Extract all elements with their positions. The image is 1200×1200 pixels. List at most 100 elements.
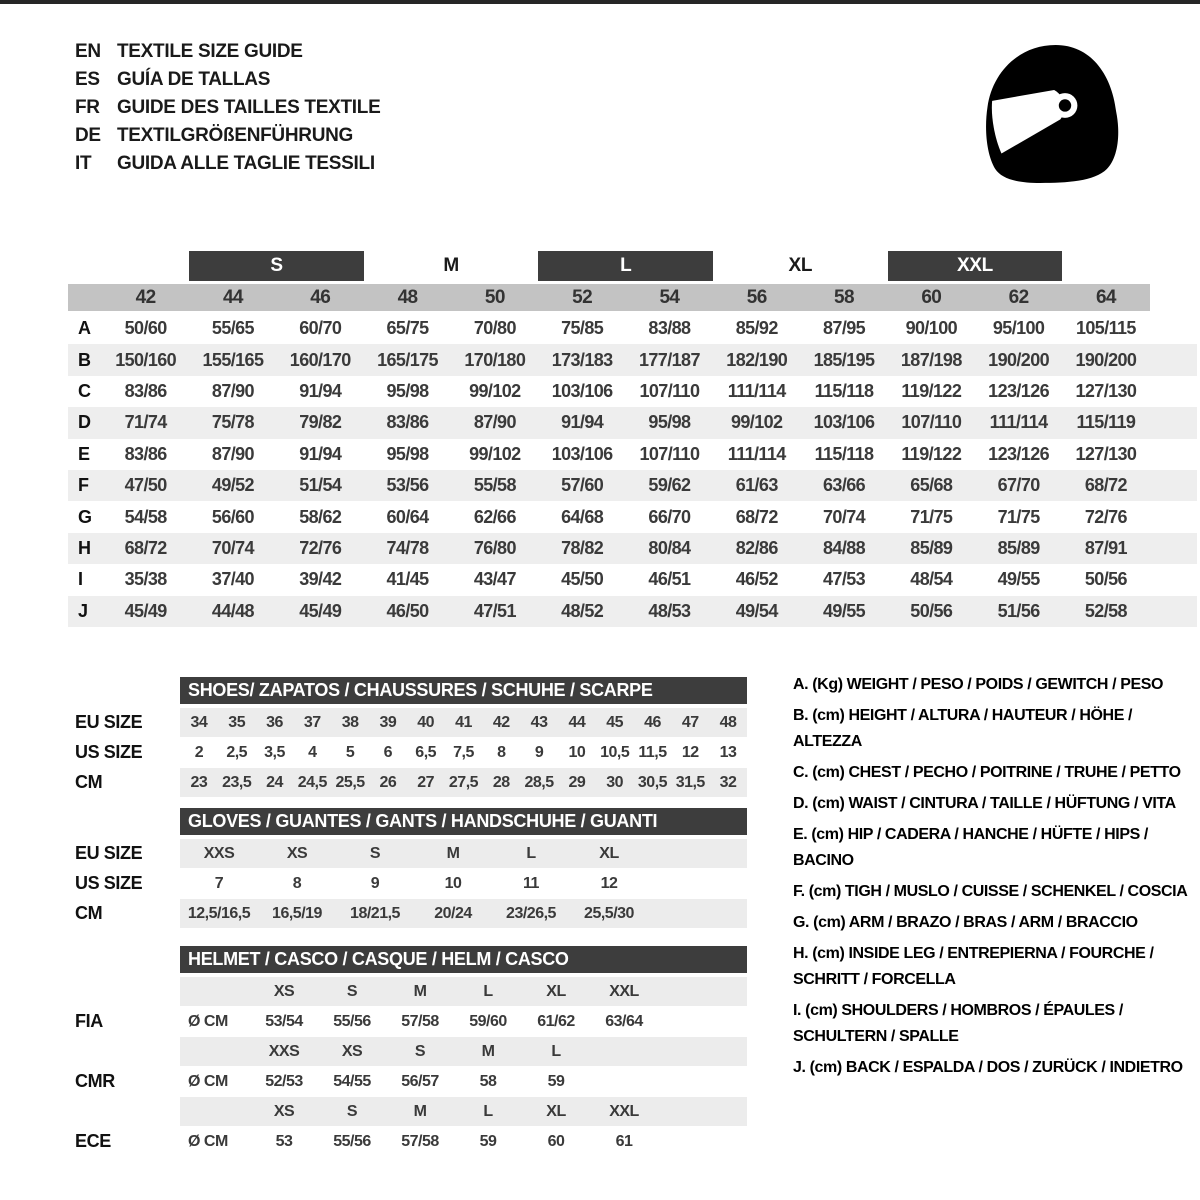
size-value: 75/78: [211, 412, 255, 433]
language-title-list: EN TEXTILE SIZE GUIDE ES GUÍA DE TALLAS FR GU…: [75, 38, 381, 178]
size-value: 60/70: [299, 318, 342, 339]
size-value: 61: [615, 1132, 633, 1150]
size-value: 58/62: [299, 506, 342, 527]
standard-label: ECE: [75, 1131, 111, 1151]
size-value: 55/58: [473, 475, 517, 496]
size-value: 43: [530, 713, 548, 731]
table-row: G 54/58 56/60 58/62 60/64 62/66 64/68 66/70 68/7…: [68, 501, 1197, 532]
size-value: 3,5: [264, 743, 285, 761]
row-label: CM: [75, 903, 103, 923]
table-row: D 71/74 75/78 79/82 83/86 87/90 91/94 95/98 99/1…: [68, 407, 1197, 439]
size-value: 2,5: [226, 743, 248, 761]
row-letter: B: [78, 349, 91, 370]
shoes-title: SHOES/ ZAPATOS / CHAUSSURES / SCHUHE / S…: [180, 677, 747, 704]
size-value: 12,5/16,5: [187, 904, 251, 922]
size-value: 32: [719, 773, 737, 791]
size-value: 46/51: [648, 569, 691, 590]
size-value: XS: [286, 844, 308, 862]
table-row: J 45/49 44/48 45/49 46/50 47/51 48/52 48/53 49/5…: [68, 595, 1197, 627]
size-value: 59/60: [469, 1012, 507, 1030]
spacer-cell: [75, 1097, 180, 1126]
size-value: 107/110: [639, 380, 700, 401]
helmet-size-label: XXS: [268, 1042, 300, 1060]
helmet-title: HELMET / CASCO / CASQUE / HELM / CASCO: [180, 946, 747, 973]
helmet-size-label: L: [483, 982, 493, 1000]
size-value: 107/110: [639, 443, 700, 464]
racing-helmet-icon: [972, 34, 1127, 199]
row-values: XXS XS S M L XL: [180, 839, 747, 868]
helmet-size-label: M: [413, 982, 427, 1000]
size-value: 63/64: [605, 1012, 643, 1030]
table-row: I 35/38 37/40 39/42 41/45 43/47 45/50 46/51 46/5…: [68, 564, 1197, 595]
size-value: 34: [190, 713, 208, 731]
size-number: 52: [572, 286, 593, 308]
size-value: 56/57: [401, 1072, 439, 1090]
size-value: 45/50: [561, 569, 604, 590]
size-value: 127/130: [1075, 380, 1137, 401]
legend-entry: J. (cm) BACK / ESPALDA / DOS / ZURÜCK / …: [793, 1059, 1183, 1076]
size-number: 44: [222, 286, 244, 308]
shoes-row: EU SIZE 34 35 36 37 38 39 40 41 42 43 44 45 46 47 48: [75, 708, 747, 737]
table-row: F 47/50 49/52 51/54 53/56 55/58 57/60 59/62 61/6…: [68, 469, 1197, 502]
size-value: 37/40: [211, 569, 255, 590]
language-row: ES GUÍA DE TALLAS: [75, 66, 380, 94]
size-value: 24: [266, 773, 283, 791]
gloves-row: EU SIZE XXS XS S M L XL: [75, 839, 747, 868]
size-value: 74/78: [386, 537, 430, 558]
size-group-label: XL: [788, 255, 813, 276]
size-value: 182/190: [726, 349, 788, 370]
size-value: 6: [383, 743, 393, 761]
size-value: 103/106: [551, 380, 613, 401]
size-value: 10,5: [600, 743, 630, 761]
size-value: 150/160: [115, 349, 177, 370]
language-code: DE: [75, 125, 101, 146]
size-value: 63/66: [823, 475, 866, 496]
size-value: 48/54: [910, 569, 953, 590]
size-value: L: [526, 844, 536, 862]
size-value: 36: [266, 713, 283, 731]
size-number: 60: [921, 286, 942, 308]
size-value: 48/52: [561, 600, 604, 621]
legend-entry: H. (cm) INSIDE LEG / ENTREPIERNA / FOURC…: [793, 945, 1154, 988]
size-value: 31,5: [675, 773, 706, 791]
spacer-cell: [75, 946, 180, 973]
size-value: 70/74: [823, 506, 866, 527]
language-row: IT GUIDA ALLE TAGLIE TESSILI: [75, 150, 380, 178]
size-value: 83/86: [124, 443, 168, 464]
size-value: 187/198: [900, 349, 962, 370]
size-number: 62: [1008, 286, 1030, 308]
size-number: 64: [1095, 286, 1117, 308]
size-value: 53: [275, 1132, 293, 1150]
size-value: 95/98: [386, 380, 430, 401]
helmet-value-row: FIA Ø CM 53/54 55/56 57/58 59/60 61/62 63/64: [75, 1007, 747, 1036]
size-value: 52/53: [265, 1072, 303, 1090]
row-letter: I: [78, 569, 84, 590]
size-value: 18/21,5: [350, 904, 400, 922]
helmet-values: Ø CM 52/53 54/55 56/57 58 59: [180, 1067, 747, 1096]
size-value: 59/62: [648, 475, 691, 496]
language-row: FR GUIDE DES TAILLES TEXTILE: [75, 94, 381, 122]
size-value: 40: [417, 713, 435, 731]
gloves-title: GLOVES / GUANTES / GANTS / HANDSCHUHE / …: [180, 808, 747, 835]
size-value: 65/68: [910, 475, 953, 496]
size-value: 61/62: [537, 1012, 575, 1030]
gloves-title-row: GLOVES / GUANTES / GANTS / HANDSCHUHE / …: [75, 808, 747, 835]
size-value: 61/63: [735, 475, 779, 496]
size-value: 90/100: [905, 318, 958, 339]
size-value: 99/102: [469, 443, 521, 464]
size-value: 48/53: [648, 600, 691, 621]
language-code: FR: [75, 97, 100, 118]
size-value: 84/88: [823, 537, 866, 558]
size-value: 87/95: [823, 318, 866, 339]
helmet-title-row: HELMET / CASCO / CASQUE / HELM / CASCO: [75, 946, 747, 973]
size-value: 11,5: [638, 743, 667, 761]
size-value: 13: [719, 743, 737, 761]
size-value: 60/64: [386, 506, 430, 527]
size-value: 99/102: [469, 380, 521, 401]
helmet-value-row: CMR Ø CM 52/53 54/55 56/57 58 59: [75, 1067, 747, 1096]
helmet-size-label: M: [413, 1102, 427, 1120]
size-value: 80/84: [648, 537, 691, 558]
size-value: 49/54: [735, 600, 779, 621]
measurement-legend: A. (Kg) WEIGHT / PESO / POIDS / GEWITCH …: [793, 672, 1197, 1086]
gloves-size-table: GLOVES / GUANTES / GANTS / HANDSCHUHE / …: [75, 808, 747, 929]
